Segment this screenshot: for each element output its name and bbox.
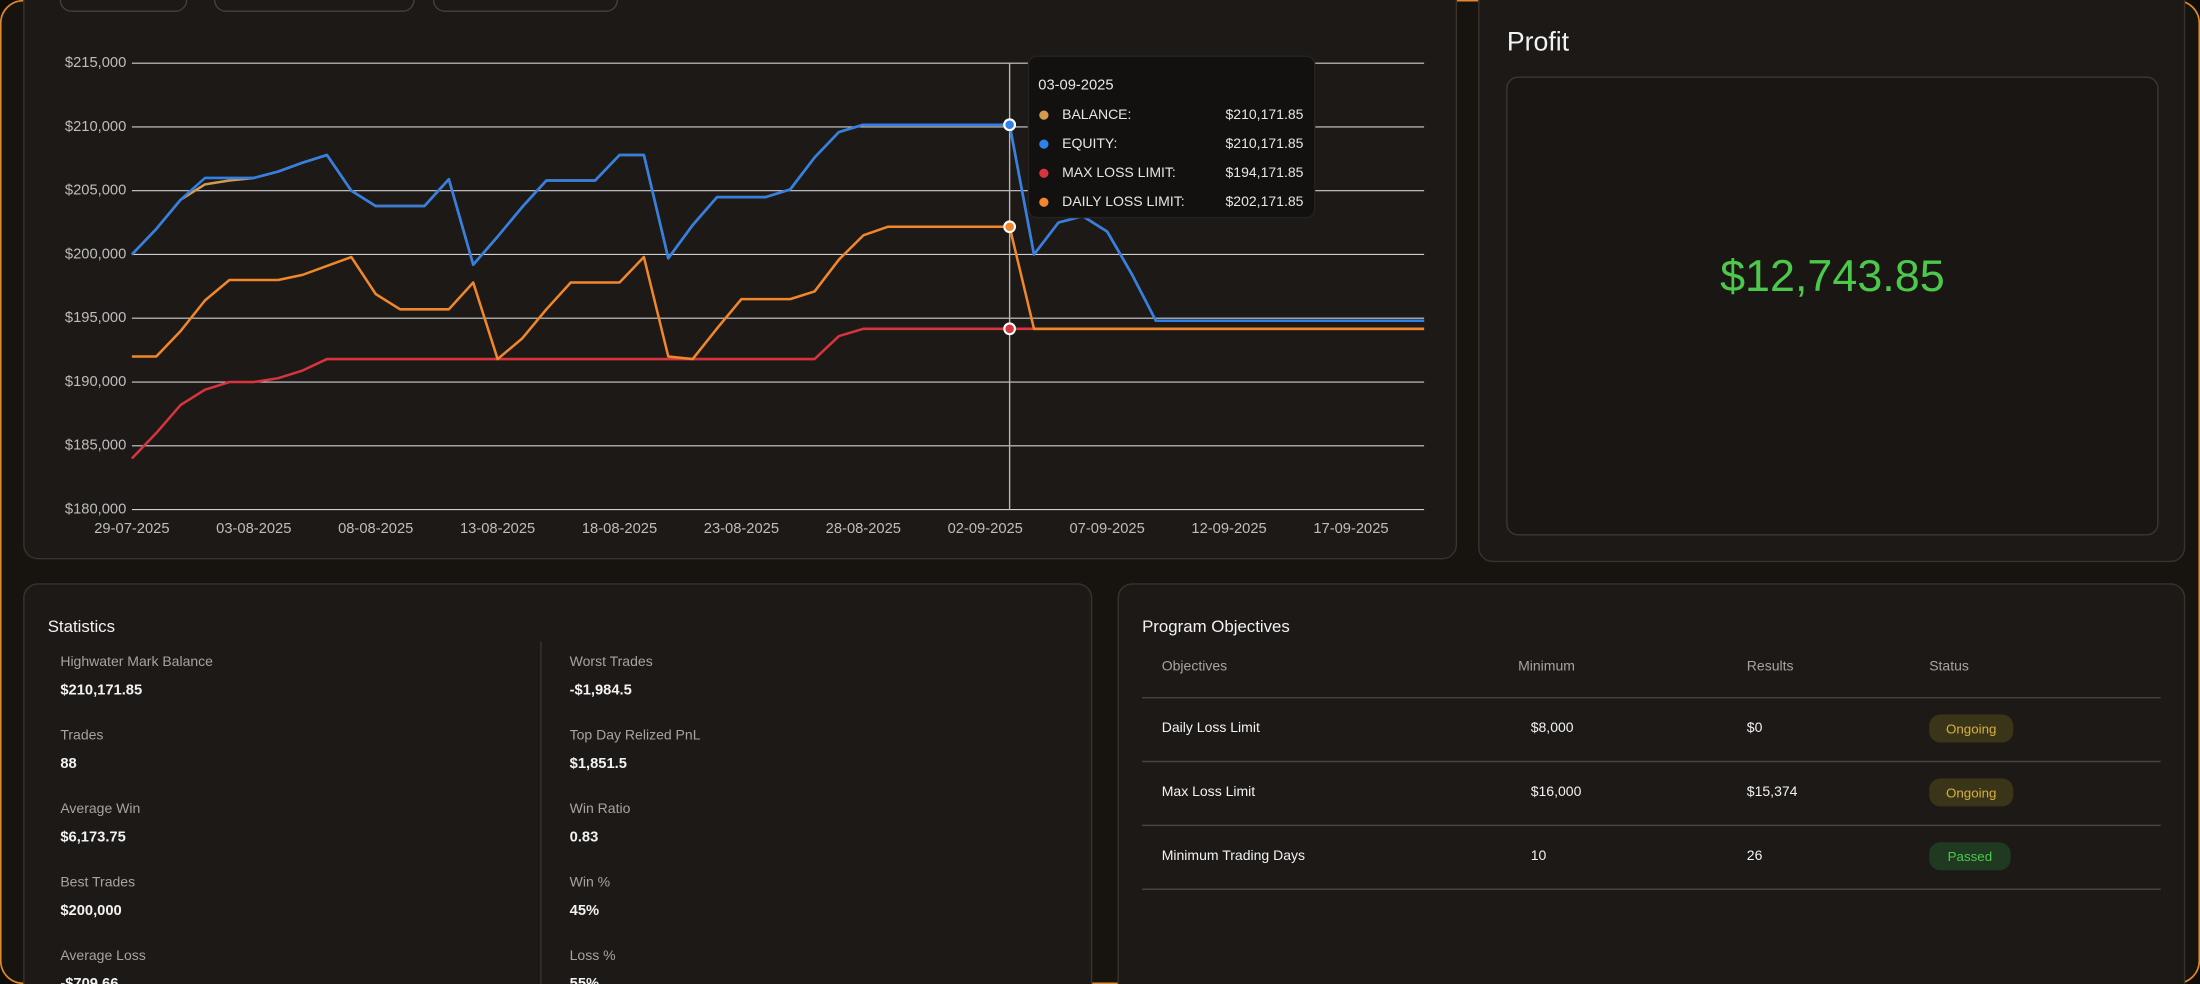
objectives-title: Program Objectives xyxy=(1142,617,1290,636)
y-tick-label: $195,000 xyxy=(65,310,126,326)
tooltip-value: $210,171.85 xyxy=(1226,135,1304,151)
profit-box xyxy=(1506,76,2159,536)
tooltip: 03-09-2025 BALANCE: $210,171.85 EQUITY: $210… xyxy=(1027,55,1316,219)
tooltip-value: $194,171.85 xyxy=(1226,164,1304,180)
tooltip-label: DAILY LOSS LIMIT: xyxy=(1062,193,1185,209)
tooltip-label: MAX LOSS LIMIT: xyxy=(1062,164,1176,180)
y-tick-label: $205,000 xyxy=(65,183,126,199)
stat-value: $210,171.85 xyxy=(60,683,142,699)
statistics-title: Statistics xyxy=(48,617,115,636)
stat-value: -$1,984.5 xyxy=(570,683,632,699)
stat-label: Trades xyxy=(60,727,103,743)
tooltip-label: EQUITY: xyxy=(1062,135,1117,151)
stat-label: Worst Trades xyxy=(570,653,653,669)
table-cell: $8,000 xyxy=(1531,719,1574,735)
stat-value: -$709.66 xyxy=(60,976,118,984)
x-tick-label: 28-08-2025 xyxy=(826,521,901,537)
table-cell: Minimum Trading Days xyxy=(1162,847,1305,863)
tooltip-swatch xyxy=(1039,168,1049,178)
x-tick-label: 08-08-2025 xyxy=(338,521,413,537)
tooltip-box xyxy=(1027,55,1316,219)
stat-label: Best Trades xyxy=(60,873,135,889)
hover-dot xyxy=(1003,118,1017,132)
stat-value: 88 xyxy=(60,756,76,772)
status-badge xyxy=(1929,714,2014,743)
table-header: Minimum xyxy=(1518,657,1575,673)
x-tick-label: 17-09-2025 xyxy=(1313,521,1388,537)
table-cell: 26 xyxy=(1747,847,1763,863)
x-tick-label: 07-09-2025 xyxy=(1070,521,1145,537)
table-cell: Daily Loss Limit xyxy=(1162,719,1260,735)
tooltip-title: 03-09-2025 xyxy=(1038,78,1113,94)
x-tick-label: 13-08-2025 xyxy=(460,521,535,537)
table-cell: Max Loss Limit xyxy=(1162,783,1256,799)
tooltip-label: BALANCE: xyxy=(1062,106,1131,122)
table-cell: 10 xyxy=(1531,847,1547,863)
table-header: Results xyxy=(1747,657,1794,673)
y-tick-label: $180,000 xyxy=(65,501,126,517)
table-header: Status xyxy=(1929,657,1969,673)
table-cell: $15,374 xyxy=(1747,783,1798,799)
table-header: Objectives xyxy=(1162,657,1227,673)
stat-value: 0.83 xyxy=(570,829,599,845)
stat-label: Win % xyxy=(570,873,610,889)
status-text: Ongoing xyxy=(1946,721,1996,736)
status-badge xyxy=(1929,778,2014,807)
table-cell: $16,000 xyxy=(1531,783,1582,799)
stat-value: $200,000 xyxy=(60,903,121,919)
hover-dot xyxy=(1003,322,1017,336)
y-tick-label: $200,000 xyxy=(65,246,126,262)
stat-value: 55% xyxy=(570,976,599,984)
filter-button[interactable] xyxy=(213,0,415,12)
x-tick-label: 23-08-2025 xyxy=(704,521,779,537)
x-tick-label: 12-09-2025 xyxy=(1191,521,1266,537)
hover-dot xyxy=(1003,220,1017,234)
stat-value: $6,173.75 xyxy=(60,829,125,845)
stat-label: Average Loss xyxy=(60,947,145,963)
filter-button[interactable] xyxy=(432,0,619,12)
y-tick-label: $185,000 xyxy=(65,438,126,454)
stat-label: Win Ratio xyxy=(570,800,631,816)
y-tick-label: $190,000 xyxy=(65,374,126,390)
tooltip-value: $202,171.85 xyxy=(1226,193,1304,209)
profit-value: $12,743.85 xyxy=(1720,250,1945,301)
y-tick-label: $215,000 xyxy=(65,55,126,71)
stat-value: 45% xyxy=(570,903,599,919)
status-badge xyxy=(1929,842,2011,871)
profit-title: Profit xyxy=(1507,27,1570,57)
x-tick-label: 29-07-2025 xyxy=(94,521,169,537)
statistics-panel xyxy=(23,583,1093,984)
status-text: Ongoing xyxy=(1946,785,1996,800)
x-tick-label: 18-08-2025 xyxy=(582,521,657,537)
stat-label: Highwater Mark Balance xyxy=(60,653,213,669)
stat-label: Average Win xyxy=(60,800,140,816)
tooltip-value: $210,171.85 xyxy=(1226,106,1304,122)
tooltip-swatch xyxy=(1039,197,1049,207)
x-tick-label: 02-09-2025 xyxy=(948,521,1023,537)
stat-label: Loss % xyxy=(570,947,616,963)
y-tick-label: $210,000 xyxy=(65,119,126,135)
tooltip-swatch xyxy=(1039,139,1049,149)
filter-button[interactable] xyxy=(59,0,188,12)
status-text: Passed xyxy=(1948,849,1992,864)
objectives-panel xyxy=(1117,583,2186,984)
stat-value: $1,851.5 xyxy=(570,756,627,772)
x-tick-label: 03-08-2025 xyxy=(216,521,291,537)
table-cell: $0 xyxy=(1747,719,1763,735)
tooltip-swatch xyxy=(1039,110,1049,120)
stat-label: Top Day Relized PnL xyxy=(570,727,701,743)
